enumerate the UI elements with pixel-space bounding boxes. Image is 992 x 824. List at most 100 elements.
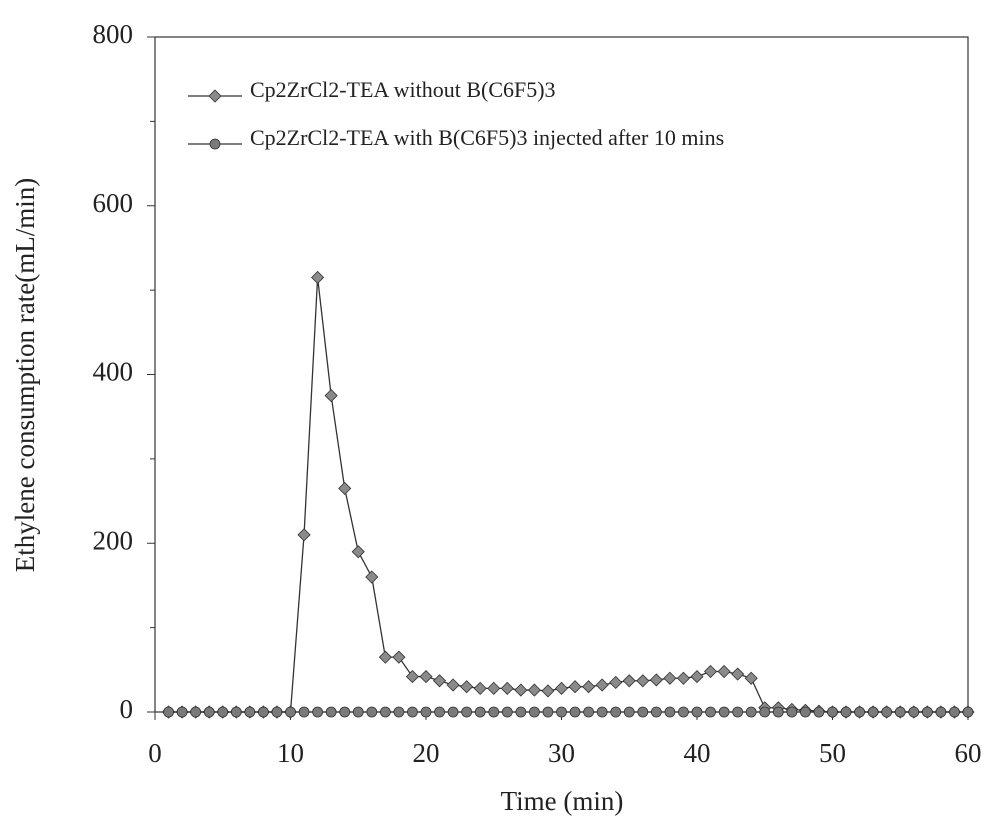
data-point — [338, 481, 352, 495]
data-point — [610, 706, 622, 718]
data-point — [311, 270, 325, 285]
data-point — [867, 706, 879, 718]
data-point — [813, 706, 825, 718]
x-tick-label: 50 — [819, 738, 846, 768]
y-tick-label: 400 — [93, 357, 134, 387]
data-point — [447, 706, 459, 718]
data-point — [744, 671, 758, 685]
data-point — [554, 681, 569, 695]
data-point — [419, 669, 433, 684]
data-point — [759, 706, 771, 718]
data-point — [649, 673, 663, 687]
data-point — [894, 706, 906, 718]
data-point — [962, 706, 974, 718]
data-point — [203, 706, 215, 718]
data-point — [257, 706, 269, 718]
x-tick-label: 10 — [277, 738, 304, 768]
data-point — [407, 706, 418, 718]
data-point — [393, 706, 405, 718]
data-point — [500, 681, 514, 695]
data-point — [285, 706, 296, 718]
data-point — [473, 681, 487, 695]
data-point — [609, 675, 623, 690]
data-point — [596, 706, 608, 718]
data-point — [297, 528, 311, 542]
data-point — [271, 706, 283, 718]
data-point — [420, 706, 432, 718]
data-point — [351, 545, 365, 559]
data-point — [501, 706, 513, 718]
legend-marker — [209, 138, 221, 150]
data-point — [392, 650, 406, 664]
data-point — [583, 706, 594, 718]
data-point — [432, 674, 447, 688]
data-point — [378, 650, 392, 664]
y-tick-label: 200 — [93, 525, 134, 555]
data-point — [772, 706, 784, 718]
data-point — [298, 706, 310, 718]
data-point — [217, 706, 229, 718]
data-point — [488, 706, 500, 718]
y-tick-label: 800 — [93, 19, 134, 49]
y-axis-label: Ethylene consumption rate(mL/min) — [10, 178, 40, 572]
data-point — [881, 706, 893, 718]
data-point — [908, 706, 920, 718]
data-point — [515, 706, 527, 718]
data-point — [921, 706, 933, 718]
data-point — [230, 706, 242, 718]
y-tick-label: 0 — [120, 694, 134, 724]
data-point — [705, 706, 716, 718]
data-point — [556, 706, 567, 718]
legend-label: Cp2ZrCl2-TEA without B(C6F5)3 — [250, 77, 556, 102]
data-point — [474, 706, 486, 718]
data-point — [446, 678, 460, 692]
x-tick-label: 0 — [148, 738, 162, 768]
data-point — [622, 674, 636, 688]
data-point — [405, 669, 420, 684]
x-axis-label: Time (min) — [501, 786, 624, 816]
data-point — [434, 706, 445, 718]
data-point — [623, 706, 635, 718]
x-tick-label: 40 — [684, 738, 711, 768]
data-point — [379, 706, 391, 718]
data-point — [745, 706, 757, 718]
data-point — [569, 706, 581, 718]
data-point — [786, 706, 798, 718]
data-point — [325, 706, 337, 718]
data-point — [190, 706, 202, 718]
data-point — [582, 680, 596, 694]
data-point — [717, 664, 731, 679]
data-point — [487, 681, 501, 695]
data-point — [339, 706, 351, 718]
data-point — [732, 706, 744, 718]
data-point — [542, 706, 554, 718]
data-point — [568, 680, 582, 694]
data-point — [312, 706, 324, 718]
data-point — [840, 706, 852, 718]
legend-label: Cp2ZrCl2-TEA with B(C6F5)3 injected afte… — [250, 125, 724, 150]
data-point — [527, 683, 541, 697]
data-point — [365, 570, 379, 584]
x-tick-label: 30 — [548, 738, 575, 768]
data-point — [678, 706, 689, 718]
data-point — [514, 683, 528, 697]
data-point — [460, 680, 474, 694]
series-line — [168, 277, 968, 713]
data-point — [541, 684, 555, 698]
data-point — [637, 706, 649, 718]
data-point — [595, 678, 609, 692]
data-point — [949, 706, 960, 718]
data-point — [529, 706, 540, 718]
data-point — [691, 706, 703, 718]
data-point — [703, 664, 718, 679]
data-point — [854, 706, 865, 718]
data-point — [664, 706, 676, 718]
data-point — [244, 706, 256, 718]
data-point — [676, 671, 691, 685]
data-point — [718, 706, 730, 718]
data-point — [827, 706, 838, 718]
data-point — [650, 706, 662, 718]
data-point — [690, 669, 704, 684]
x-tick-label: 20 — [413, 738, 440, 768]
data-point — [731, 667, 745, 681]
